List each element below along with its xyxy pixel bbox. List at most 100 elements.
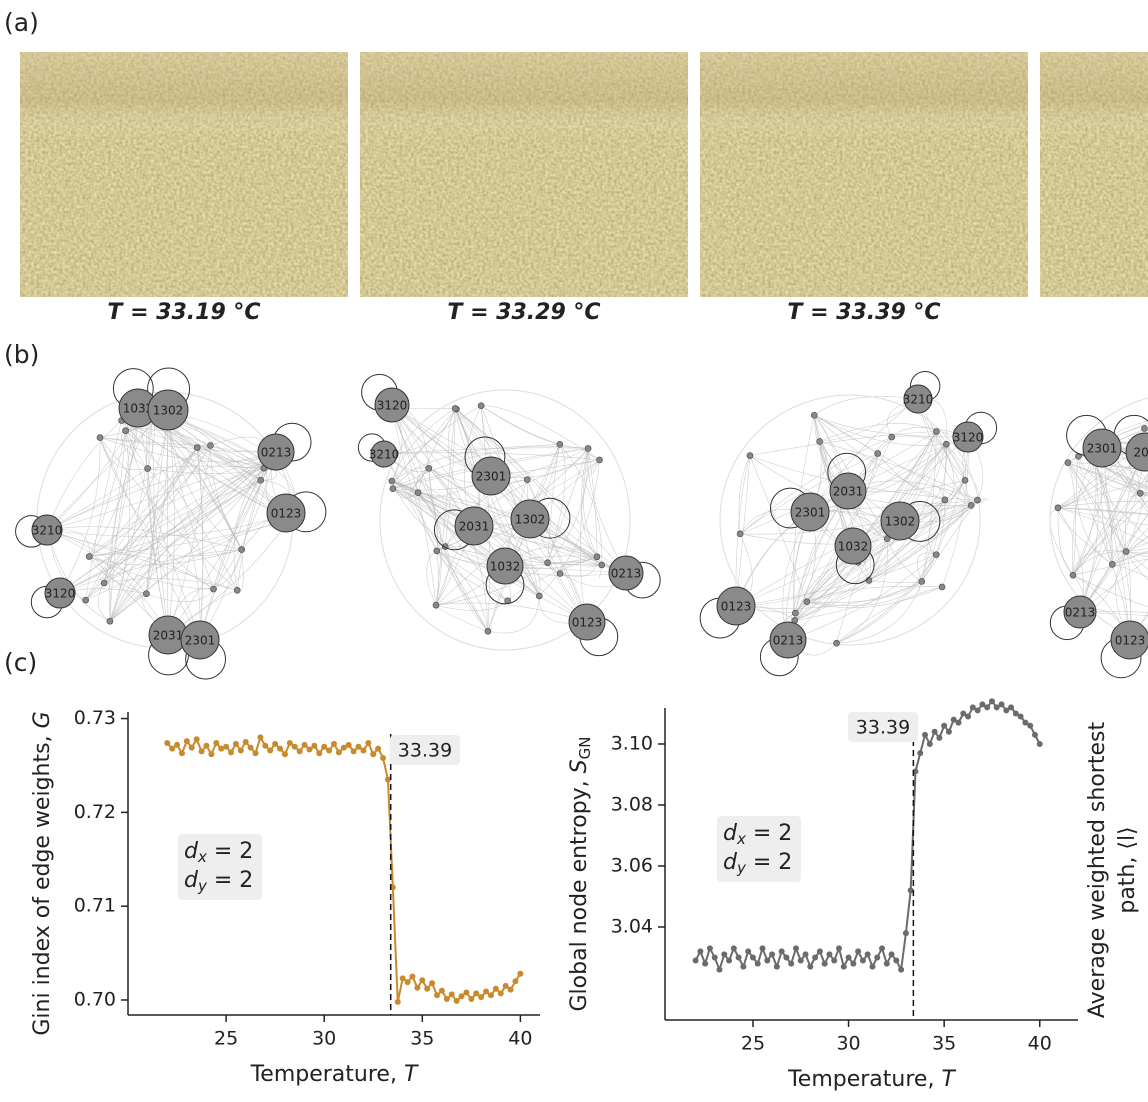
data-point bbox=[345, 741, 352, 748]
edge bbox=[383, 453, 489, 632]
data-point bbox=[267, 747, 274, 754]
edge bbox=[1079, 512, 1148, 613]
small-node bbox=[816, 438, 823, 445]
edge bbox=[89, 445, 211, 557]
edge bbox=[794, 505, 972, 621]
data-point bbox=[1008, 704, 1015, 711]
small-node bbox=[210, 585, 217, 593]
edge bbox=[46, 512, 287, 537]
data-point bbox=[735, 954, 742, 961]
param-sub: x bbox=[197, 848, 207, 866]
data-point bbox=[340, 744, 347, 751]
edge bbox=[1104, 424, 1148, 442]
data-point bbox=[754, 960, 761, 967]
y-label-text: Gini index of edge weights, bbox=[30, 728, 55, 1035]
data-point bbox=[855, 948, 862, 955]
node-label: 1302 bbox=[515, 513, 546, 527]
data-point bbox=[487, 992, 494, 999]
edge bbox=[1125, 551, 1148, 581]
data-point bbox=[945, 728, 952, 735]
edge bbox=[213, 451, 277, 590]
node bbox=[180, 620, 220, 660]
data-point bbox=[745, 948, 752, 955]
edge bbox=[814, 415, 946, 501]
node bbox=[568, 603, 606, 641]
edge bbox=[99, 437, 238, 591]
edge bbox=[814, 415, 888, 539]
edge bbox=[99, 437, 201, 641]
data-point bbox=[965, 713, 972, 720]
data-point bbox=[778, 948, 785, 955]
small-node bbox=[143, 590, 150, 598]
node bbox=[44, 577, 76, 609]
edge bbox=[877, 453, 945, 501]
edge bbox=[436, 550, 508, 601]
edge bbox=[481, 405, 600, 461]
temperature-caption: T = 33.29 °C bbox=[447, 300, 600, 325]
small-node bbox=[967, 502, 975, 509]
edge bbox=[99, 437, 148, 470]
node-label: 3210 bbox=[903, 393, 934, 407]
data-point bbox=[730, 945, 737, 952]
data-point bbox=[879, 945, 886, 952]
x-tick-label: 25 bbox=[214, 1028, 238, 1050]
edge bbox=[868, 444, 947, 581]
node bbox=[608, 555, 644, 591]
edge bbox=[89, 519, 290, 557]
data-point bbox=[859, 957, 866, 964]
edge bbox=[210, 445, 242, 550]
edge bbox=[1072, 558, 1148, 576]
edge bbox=[891, 435, 966, 481]
edge bbox=[547, 444, 561, 563]
small-node bbox=[1054, 504, 1062, 512]
node bbox=[1082, 428, 1122, 468]
temperature-caption: T = 33.19 °C bbox=[107, 300, 260, 325]
edge bbox=[592, 459, 600, 475]
data-point bbox=[740, 963, 747, 970]
data-point bbox=[473, 990, 480, 997]
edge bbox=[137, 407, 169, 636]
edge bbox=[417, 492, 442, 552]
data-point bbox=[812, 954, 819, 961]
edge bbox=[1125, 542, 1148, 552]
edge bbox=[735, 490, 849, 607]
edge bbox=[426, 546, 446, 606]
edge bbox=[806, 586, 943, 609]
parameter-label: dx = 2 bbox=[184, 839, 253, 866]
data-point bbox=[711, 954, 718, 961]
edge bbox=[814, 415, 972, 506]
edge bbox=[167, 519, 290, 636]
node-label: 0213 bbox=[611, 567, 642, 581]
data-point bbox=[404, 979, 411, 986]
edge bbox=[383, 452, 600, 461]
edge bbox=[739, 431, 937, 535]
data-point bbox=[1027, 722, 1034, 729]
edge bbox=[109, 407, 139, 622]
data-point bbox=[802, 951, 809, 958]
edge bbox=[836, 581, 923, 644]
y-axis-label: Gini index of edge weights, G bbox=[30, 711, 55, 1035]
network: 3120 3210 2301 2031 1302 1032 0213 0123 bbox=[357, 373, 661, 657]
data-point bbox=[350, 748, 357, 755]
edge bbox=[836, 444, 947, 644]
edge bbox=[197, 446, 261, 481]
edge bbox=[587, 564, 602, 568]
node bbox=[790, 492, 830, 532]
edge bbox=[167, 445, 211, 636]
node-label: 3120 bbox=[953, 431, 984, 445]
data-point bbox=[888, 951, 895, 958]
data-point bbox=[979, 701, 986, 708]
node bbox=[769, 621, 807, 659]
y-tick-label: 0.70 bbox=[74, 988, 116, 1010]
edge bbox=[868, 499, 978, 581]
edge bbox=[167, 451, 277, 636]
data-point bbox=[213, 739, 220, 746]
small-node bbox=[874, 450, 882, 457]
node bbox=[1125, 432, 1148, 472]
y-tick-label: 3.04 bbox=[611, 915, 653, 937]
data-point bbox=[1022, 719, 1029, 726]
micrograph-band bbox=[1040, 52, 1148, 297]
edge bbox=[121, 420, 238, 591]
x-tick-label: 35 bbox=[410, 1028, 434, 1050]
x-tick-label: 40 bbox=[1028, 1033, 1052, 1055]
